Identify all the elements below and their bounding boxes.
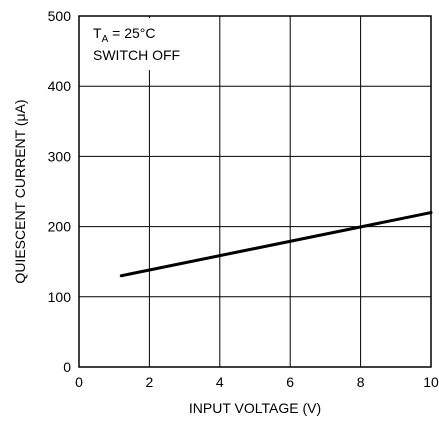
series-line-0 bbox=[119, 211, 433, 278]
x-tick-label: 2 bbox=[146, 374, 154, 390]
x-tick-labels: 0 2 4 6 8 10 bbox=[75, 374, 439, 390]
x-axis-label: INPUT VOLTAGE (V) bbox=[189, 400, 321, 416]
x-tick-label: 0 bbox=[75, 374, 83, 390]
annotation-subscript: A bbox=[102, 34, 109, 45]
y-tick-label: 100 bbox=[48, 289, 72, 305]
y-tick-labels: 0 100 200 300 400 500 bbox=[48, 8, 72, 375]
annotation-state: SWITCH OFF bbox=[93, 47, 180, 63]
grid-lines bbox=[79, 16, 431, 367]
y-tick-label: 500 bbox=[48, 8, 72, 24]
annotation-background bbox=[81, 18, 217, 70]
y-tick-label: 200 bbox=[48, 219, 72, 235]
x-tick-label: 6 bbox=[286, 374, 294, 390]
x-tick-label: 10 bbox=[423, 374, 439, 390]
plot-frame bbox=[78, 15, 432, 368]
y-tick-label: 400 bbox=[48, 78, 72, 94]
annotation-symbol: T bbox=[93, 25, 102, 41]
series-group bbox=[119, 211, 433, 278]
x-tick-label: 4 bbox=[216, 374, 224, 390]
annotation-temperature: TA = 25°C bbox=[93, 25, 155, 45]
y-tick-label: 300 bbox=[48, 148, 72, 164]
y-axis-label: QUIESCENT CURRENT (μA) bbox=[12, 99, 28, 283]
x-tick-label: 8 bbox=[357, 374, 365, 390]
annotation-value: = 25°C bbox=[108, 25, 155, 41]
y-tick-label: 0 bbox=[63, 359, 71, 375]
